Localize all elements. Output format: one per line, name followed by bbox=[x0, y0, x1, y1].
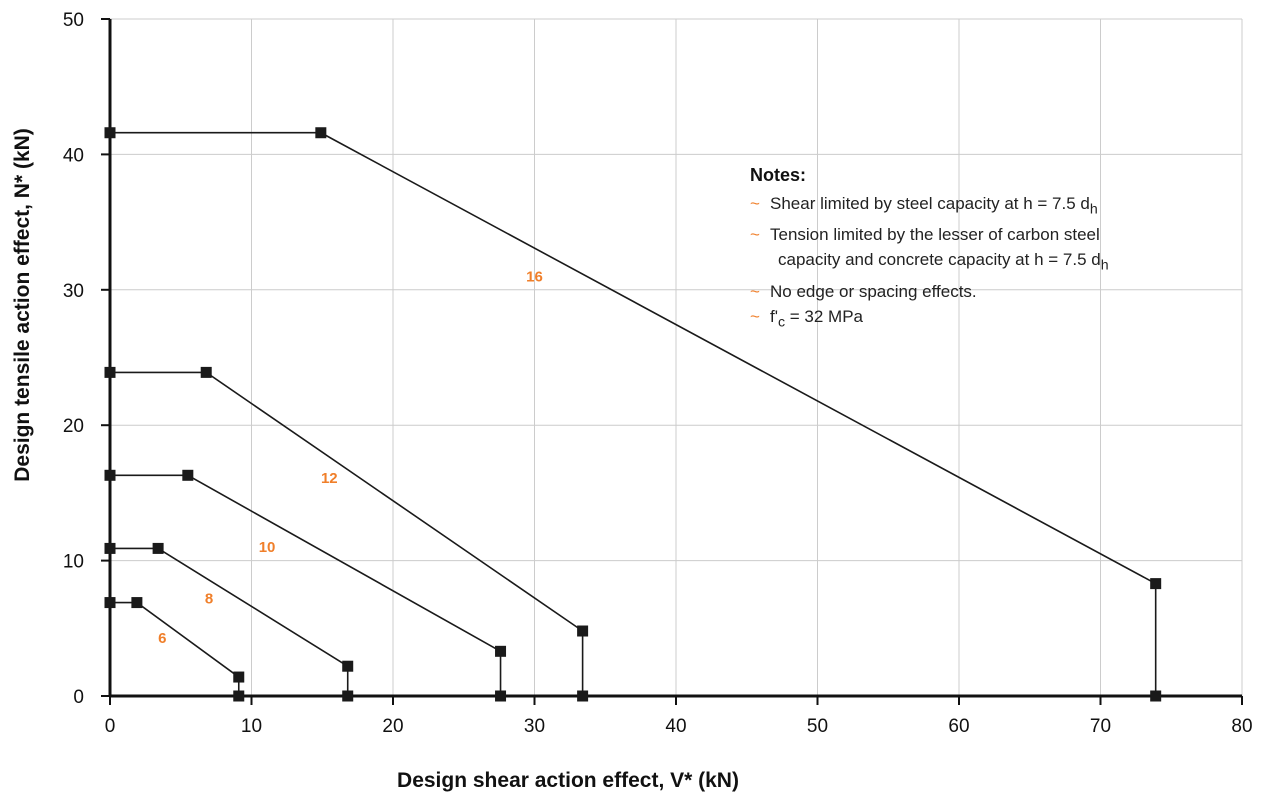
data-point-marker bbox=[315, 127, 327, 139]
note-item-shear: ~ Shear limited by steel capacity at h = … bbox=[750, 191, 1220, 222]
data-point-marker bbox=[233, 690, 245, 702]
x-tick-label: 30 bbox=[524, 716, 545, 737]
note-item-edge: ~ No edge or spacing effects. bbox=[750, 279, 1220, 304]
series-label-10: 10 bbox=[259, 539, 276, 556]
tilde-bullet: ~ bbox=[750, 281, 760, 301]
data-point-marker bbox=[104, 542, 116, 554]
series-label-8: 8 bbox=[205, 591, 213, 608]
note-text: No edge or spacing effects. bbox=[770, 281, 977, 301]
note-text: capacity and concrete capacity at h = 7.… bbox=[778, 250, 1101, 270]
x-tick-label: 60 bbox=[948, 716, 969, 737]
notes-title: Notes: bbox=[750, 165, 807, 185]
note-text: Tension limited by the lesser of carbon … bbox=[770, 225, 1100, 245]
data-point-marker bbox=[495, 690, 507, 702]
y-tick-label: 30 bbox=[63, 281, 84, 302]
series-16 bbox=[104, 127, 1162, 702]
data-point-marker bbox=[342, 660, 354, 672]
note-item-tension-continued: capacity and concrete capacity at h = 7.… bbox=[750, 247, 1220, 278]
x-tick-label: 0 bbox=[105, 716, 116, 737]
series-label-16: 16 bbox=[526, 268, 543, 285]
series-labels: 6 8 10 12 16 bbox=[158, 268, 543, 647]
y-tick-label: 20 bbox=[63, 416, 84, 437]
axes: 0 10 20 30 40 50 60 70 80 0 10 20 30 40 50 bbox=[63, 10, 1253, 737]
data-point-marker bbox=[104, 597, 116, 609]
series-label-6: 6 bbox=[158, 630, 166, 647]
note-subscript: c bbox=[777, 314, 786, 331]
series-8 bbox=[104, 542, 354, 702]
note-item-concrete-strength: ~ f'c = 32 MPa bbox=[750, 304, 1220, 335]
note-subscript: h bbox=[1089, 201, 1098, 218]
note-text: = 32 MPa bbox=[785, 306, 864, 326]
data-point-marker bbox=[152, 542, 164, 554]
series bbox=[104, 127, 1162, 702]
y-tick-label: 40 bbox=[63, 145, 84, 166]
notes-box: Notes: ~ Shear limited by steel capacity … bbox=[750, 163, 1220, 335]
y-tick-label: 50 bbox=[63, 10, 84, 31]
y-tick-label: 10 bbox=[63, 552, 84, 573]
data-point-marker bbox=[1150, 690, 1162, 702]
data-point-marker bbox=[1150, 578, 1162, 590]
data-point-marker bbox=[577, 625, 589, 637]
tilde-bullet: ~ bbox=[750, 225, 760, 245]
x-tick-label: 50 bbox=[807, 716, 828, 737]
note-text: f' bbox=[770, 306, 778, 326]
series-line bbox=[110, 371, 584, 696]
x-tick-label: 70 bbox=[1090, 716, 1111, 737]
series-line bbox=[110, 601, 240, 696]
series-6 bbox=[104, 597, 245, 702]
data-point-marker bbox=[104, 366, 116, 378]
x-tick-label: 40 bbox=[665, 716, 686, 737]
note-text: Shear limited by steel capacity at h = 7… bbox=[770, 194, 1090, 213]
x-tick-label: 20 bbox=[382, 716, 403, 737]
y-tick-label: 0 bbox=[73, 687, 84, 708]
x-axis-title: Design shear action effect, V* (kN) bbox=[397, 769, 739, 792]
series-line bbox=[110, 547, 349, 696]
tilde-bullet: ~ bbox=[750, 306, 760, 326]
note-item-tension: ~ Tension limited by the lesser of carbon… bbox=[750, 222, 1220, 247]
data-point-marker bbox=[104, 127, 116, 139]
tilde-bullet: ~ bbox=[750, 194, 760, 213]
data-point-marker bbox=[104, 469, 116, 481]
series-12 bbox=[104, 366, 589, 702]
data-point-marker bbox=[495, 645, 507, 657]
data-point-marker bbox=[182, 469, 194, 481]
note-subscript: h bbox=[1100, 257, 1109, 274]
series-10 bbox=[104, 469, 507, 702]
series-label-12: 12 bbox=[321, 470, 338, 487]
data-point-marker bbox=[200, 366, 212, 378]
series-line bbox=[110, 474, 502, 696]
data-point-marker bbox=[342, 690, 354, 702]
series-line bbox=[110, 131, 1157, 696]
data-point-marker bbox=[577, 690, 589, 702]
y-axis-title: Design tensile action effect, N* (kN) bbox=[11, 128, 34, 482]
data-point-marker bbox=[131, 597, 143, 609]
gridlines bbox=[110, 18, 1243, 696]
x-tick-label: 10 bbox=[241, 716, 262, 737]
x-tick-label: 80 bbox=[1231, 716, 1252, 737]
data-point-marker bbox=[233, 671, 245, 683]
